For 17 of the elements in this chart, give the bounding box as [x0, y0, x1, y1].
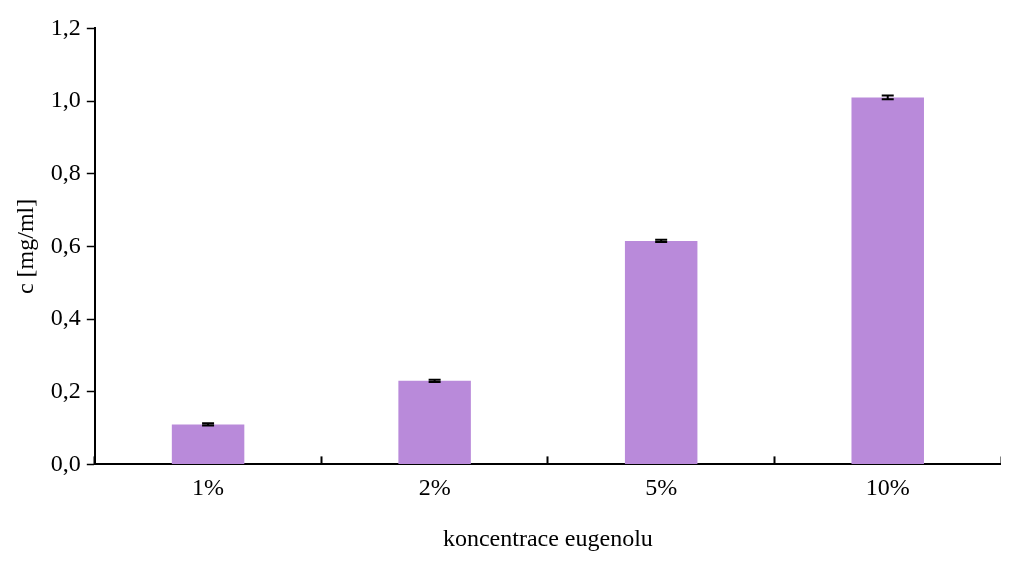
y-axis-title: c [mg/ml]	[11, 198, 38, 295]
y-tick-label: 0,2	[50, 377, 81, 404]
x-axis-title: koncentrace eugenolu	[442, 524, 653, 551]
y-tick-label: 1,2	[50, 13, 81, 40]
bar	[851, 97, 924, 464]
bar	[624, 240, 698, 464]
y-tick-label: 1,0	[50, 86, 81, 113]
x-tick-label: 1%	[192, 474, 225, 501]
bar	[398, 380, 471, 464]
x-tick-label: 2%	[418, 474, 451, 501]
y-tick-label: 0,8	[50, 159, 81, 186]
x-tick-label: 5%	[645, 474, 678, 501]
y-tick-label: 0,6	[50, 231, 81, 258]
x-tick-label: 10%	[865, 474, 910, 501]
y-tick-label: 0,0	[50, 449, 81, 476]
bar	[171, 424, 245, 464]
y-tick-label: 0,4	[50, 304, 81, 331]
